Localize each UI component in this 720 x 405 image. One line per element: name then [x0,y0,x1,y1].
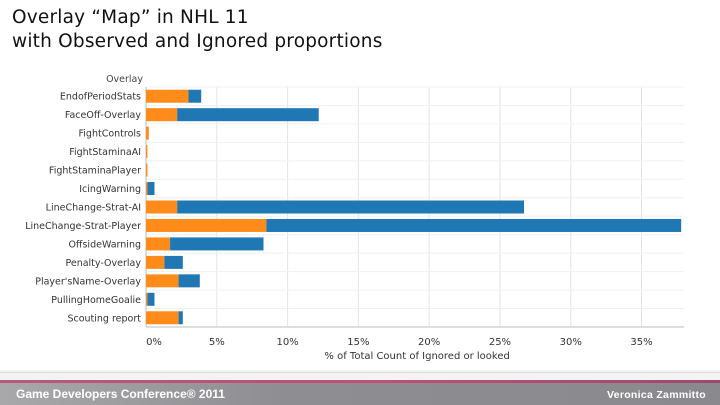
x-tick-label: 5% [209,337,225,348]
x-tick-label: 35% [630,337,652,348]
x-axis-label: % of Total Count of Ignored or looked [324,351,509,362]
bar-observed [146,200,178,214]
bar-observed [146,218,267,232]
category-label: OffsideWarning [68,239,141,250]
x-tick-label: 0% [146,337,162,348]
category-label: FaceOff-Overlay [65,110,142,121]
x-tick-label: 15% [347,337,369,348]
bar-observed [146,292,148,306]
bar-ignored [178,274,200,288]
category-label: EndofPeriodStats [60,92,141,103]
bar-chart: Overlay EndofPeriodStats FaceOff-Overlay Fi… [25,74,684,362]
category-label: FightStaminaAI [69,147,141,158]
category-label: Player'sName-Overlay [35,276,141,287]
row-header-label: Overlay [106,74,143,85]
bar-ignored [178,311,183,325]
bar-observed [146,237,171,251]
category-label: FightStaminaPlayer [49,166,141,177]
bar-ignored [147,182,155,196]
bar-ignored [177,108,319,122]
bar-observed [146,145,148,159]
category-label: FightControls [79,129,142,140]
slide-title: Overlay “Map” in NHL 11 with Observed an… [12,6,712,54]
bar-observed [146,182,148,196]
bar-ignored [147,292,155,306]
category-label: PullingHomeGoalie [51,295,141,306]
slide-title-line-2: with Observed and Ignored proportions [12,31,383,52]
footer-conference-label: Game Developers Conference® 2011 [16,387,225,401]
bar-ignored [266,218,682,232]
category-label: IcingWarning [79,184,141,195]
bar-ignored [177,200,525,214]
footer-author-label: Veronica Zammitto [606,389,706,401]
x-tick-label: 10% [276,337,298,348]
x-tick-label: 30% [560,337,582,348]
bar-ignored [164,255,183,269]
bar-observed [146,274,179,288]
x-tick-label: 20% [418,337,440,348]
footer-separator [0,370,720,380]
category-label: LineChange-Strat-AI [46,203,141,214]
bar-observed [146,163,148,177]
x-tick-label: 25% [489,337,511,348]
bar-observed [146,108,178,122]
bar-ignored [188,89,202,103]
bar-ignored [170,237,264,251]
bar-observed [146,311,179,325]
footer-separator-line [0,372,720,373]
bar-observed [146,255,165,269]
category-label: Penalty-Overlay [65,258,141,269]
bar-observed [146,126,149,140]
bar-observed [146,89,189,103]
category-label: Scouting report [67,313,141,324]
category-label: LineChange-Strat-Player [25,221,141,232]
slide-title-line-1: Overlay “Map” in NHL 11 [12,7,249,28]
footer-bar: Game Developers Conference® 2011 Veronic… [0,380,720,405]
